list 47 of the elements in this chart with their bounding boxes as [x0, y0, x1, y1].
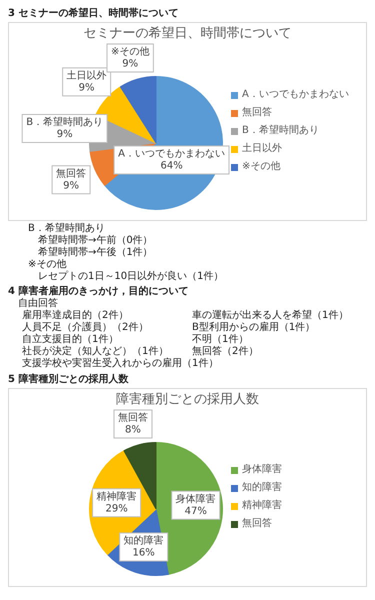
slice-label: 土日以外: [66, 69, 107, 82]
legend-label: ※その他: [242, 161, 280, 173]
legend-label: B．希望時間あり: [242, 125, 319, 137]
chart-title: 障害種別ごとの採用人数: [115, 391, 260, 408]
text: 希望時間帯→午前（0件）: [37, 235, 154, 246]
chart-title: セミナーの希望日、時間帯について: [82, 25, 292, 42]
text: 不明（1件）: [192, 334, 250, 346]
slice-label: 知的障害: [124, 534, 164, 547]
legend-label: 知的障害: [242, 482, 282, 494]
data-label: 16%: [132, 548, 155, 559]
legend-label: 無回答: [242, 107, 272, 119]
chart-subtitle: 3 セミナーの希望日、時間帯について: [8, 8, 180, 20]
text: レセプトの1日～10日以外が良い（1件）: [37, 271, 224, 283]
text: B型利用からの雇用（1件）: [192, 322, 316, 334]
data-label: 9%: [122, 58, 138, 70]
slice-label: 精神障害: [96, 490, 137, 502]
slice-label: 無回答: [56, 167, 86, 180]
chart-subtitle: 5 障害種別ごとの採用人数: [8, 374, 130, 386]
slice-label: B．希望時間あり: [26, 116, 104, 128]
text: 希望時間帯→午後（1件）: [37, 247, 154, 259]
text: 人員不足（介護員）（2件）: [22, 322, 150, 334]
text: B．希望時間あり: [28, 223, 106, 234]
text: 4 障害者雇用のきっかけ，目的について: [8, 286, 190, 298]
slice-label: A．いつでもかまわない: [118, 148, 225, 160]
slice-label: 身体障害: [176, 492, 216, 505]
data-label: 29%: [105, 503, 128, 514]
legend-label: 土日以外: [242, 143, 282, 155]
data-label: 64%: [160, 160, 183, 172]
data-label: 47%: [184, 506, 207, 517]
text: ※その他: [28, 259, 68, 270]
slice-label: 無回答: [118, 412, 148, 424]
text: 雇用率達成目的（2件）: [22, 310, 130, 322]
slice-label: ※その他: [111, 46, 150, 58]
legend-label: A．いつでもかまわない: [242, 89, 349, 101]
text: 車の運転が出来る人を希望（1件）: [192, 310, 350, 322]
data-label: 9%: [63, 180, 80, 192]
text: 社長が決定（知人など）（1件）: [22, 346, 170, 358]
legend-label: 身体障害: [242, 464, 282, 476]
legend-label: 精神障害: [242, 500, 282, 512]
text: 自立支援目的（1件）: [22, 334, 120, 346]
text: 自由回答: [17, 298, 59, 310]
data-label: 9%: [56, 129, 73, 140]
legend-label: 無回答: [242, 518, 272, 530]
text: 無回答（2件）: [192, 346, 260, 358]
data-label: 9%: [78, 82, 95, 94]
text: 支援学校や実習生受入れからの雇用（1件）: [22, 358, 220, 370]
data-label: 8%: [125, 424, 141, 436]
